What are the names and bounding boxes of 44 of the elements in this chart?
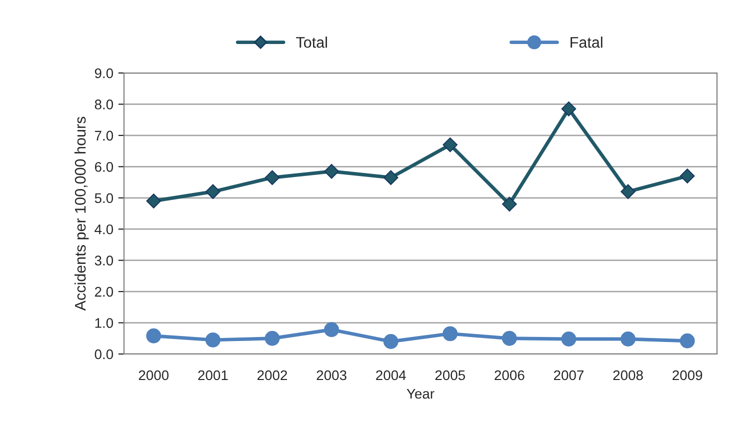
- y-tick-label: 0.0: [94, 349, 114, 360]
- point: [205, 332, 220, 348]
- y-tick-label: 6.0: [94, 162, 114, 172]
- x-tick-label: 2000: [138, 370, 169, 380]
- y-tick-label: 4.0: [94, 224, 114, 234]
- y-tick-label: 2.0: [94, 286, 114, 297]
- point: [264, 170, 280, 185]
- point: [324, 164, 339, 179]
- x-tick-label: 2007: [554, 370, 584, 380]
- x-tick-label: 2006: [494, 370, 524, 380]
- x-axis-title: Year: [406, 388, 434, 399]
- y-tick-label: 1.0: [95, 318, 114, 328]
- point: [442, 137, 458, 152]
- y-tick-label: 5.0: [94, 193, 114, 204]
- point: [324, 322, 340, 338]
- point: [383, 170, 398, 185]
- y-tick-label: 7.0: [94, 130, 114, 141]
- x-tick-label: 2002: [258, 370, 288, 380]
- y-tick-label: 8.0: [94, 100, 114, 110]
- point: [680, 168, 695, 184]
- y-tick-label: 3.0: [94, 256, 114, 266]
- point: [442, 326, 458, 342]
- point: [502, 196, 517, 212]
- y-tick-label: 9.0: [94, 68, 114, 78]
- point: [561, 102, 576, 116]
- point: [680, 333, 695, 348]
- x-tick-label: 2001: [198, 370, 228, 380]
- point: [620, 184, 636, 200]
- point: [561, 332, 576, 346]
- legend-label: Total: [296, 36, 327, 48]
- x-tick-label: 2004: [376, 370, 406, 380]
- point: [206, 184, 220, 200]
- x-tick-label: 2009: [672, 370, 702, 380]
- point: [620, 332, 636, 346]
- x-tick-label: 2003: [316, 370, 346, 380]
- point: [502, 330, 517, 346]
- x-tick-label: 2008: [613, 370, 643, 380]
- point: [264, 330, 280, 346]
- point: [383, 334, 398, 349]
- y-axis-title: Accidents per 100,000 hours: [74, 116, 89, 311]
- x-tick-label: 2005: [435, 370, 466, 380]
- point: [146, 328, 162, 344]
- point: [146, 194, 162, 208]
- legend-label: Fatal: [570, 36, 602, 48]
